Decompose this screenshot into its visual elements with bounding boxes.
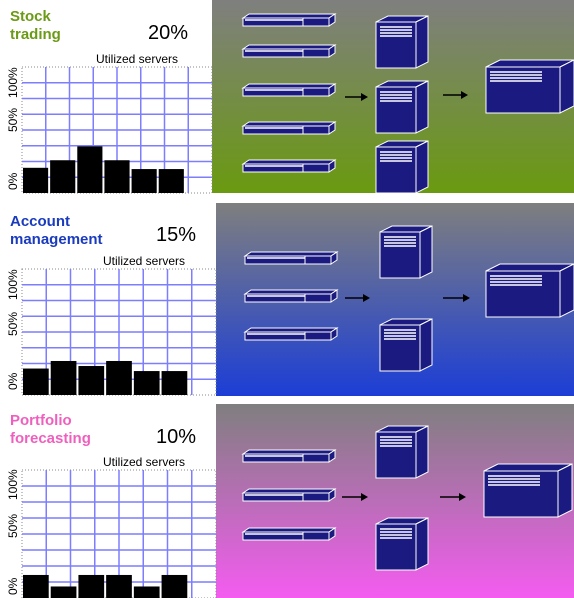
utilization-bar [50, 160, 76, 193]
utilization-bar [158, 169, 184, 193]
workload-panel [21, 404, 574, 598]
y-tick-label: 100% [6, 269, 20, 300]
application-server [375, 425, 429, 479]
front-end-server [241, 44, 337, 58]
front-end-server [241, 159, 337, 173]
utilization-percent: 20% [148, 22, 189, 44]
utilization-chart [21, 469, 217, 598]
utilization-chart [21, 66, 213, 194]
y-tick-label: 0% [6, 577, 20, 595]
y-tick-label: 0% [6, 372, 20, 390]
front-end-server [241, 449, 337, 463]
utilization-bar [104, 160, 130, 193]
utilization-percent: 15% [156, 224, 197, 246]
workload-title: Portfolio forecasting [10, 412, 91, 447]
utilized-servers-label: Utilized servers [103, 455, 186, 469]
utilization-bar [131, 169, 157, 193]
front-end-server [241, 13, 337, 27]
utilization-bar [133, 586, 160, 598]
application-server [375, 80, 429, 134]
workload-panel [21, 203, 574, 396]
application-server [379, 225, 433, 279]
utilization-bar [161, 574, 188, 598]
application-server [375, 517, 429, 571]
utilization-bar [23, 368, 49, 395]
database-server [483, 463, 573, 518]
utilization-bar [78, 574, 105, 598]
front-end-server [241, 527, 337, 541]
front-end-server [243, 327, 339, 341]
front-end-server [241, 121, 337, 135]
utilization-bar [133, 371, 160, 395]
utilization-percent: 10% [156, 426, 197, 448]
utilization-bar [161, 371, 188, 395]
application-server [379, 318, 433, 372]
flow-arrow [440, 493, 466, 501]
y-tick-label: 50% [6, 513, 20, 538]
y-tick-label: 100% [6, 67, 20, 98]
workload-title: Account management [10, 213, 103, 248]
utilized-servers-label: Utilized servers [103, 254, 186, 268]
front-end-server [241, 488, 337, 502]
y-tick-label: 50% [6, 311, 20, 336]
y-tick-label: 50% [6, 107, 20, 132]
utilized-servers-label: Utilized servers [96, 52, 179, 66]
utilization-bar [23, 574, 49, 598]
flow-arrow [342, 493, 368, 501]
y-tick-label: 0% [6, 172, 20, 190]
utilization-bar [106, 574, 132, 598]
flow-arrow [345, 294, 370, 302]
utilization-bar [77, 146, 103, 193]
database-server [485, 59, 574, 114]
database-server [485, 263, 574, 318]
utilization-bar [23, 167, 49, 193]
front-end-server [243, 289, 339, 303]
utilization-bar [50, 360, 77, 395]
flow-arrow [345, 93, 368, 101]
y-tick-label: 100% [6, 469, 20, 500]
flow-arrow [443, 294, 470, 302]
front-end-server [241, 83, 337, 97]
application-server [375, 15, 429, 69]
utilization-bar [50, 586, 77, 598]
flow-arrow [443, 91, 468, 99]
workload-panel [21, 0, 574, 194]
utilization-bar [106, 360, 132, 395]
application-server [375, 140, 429, 194]
utilization-bar [78, 366, 105, 395]
utilization-chart [21, 268, 217, 396]
front-end-server [243, 251, 339, 265]
workload-title: Stock trading [10, 8, 61, 43]
